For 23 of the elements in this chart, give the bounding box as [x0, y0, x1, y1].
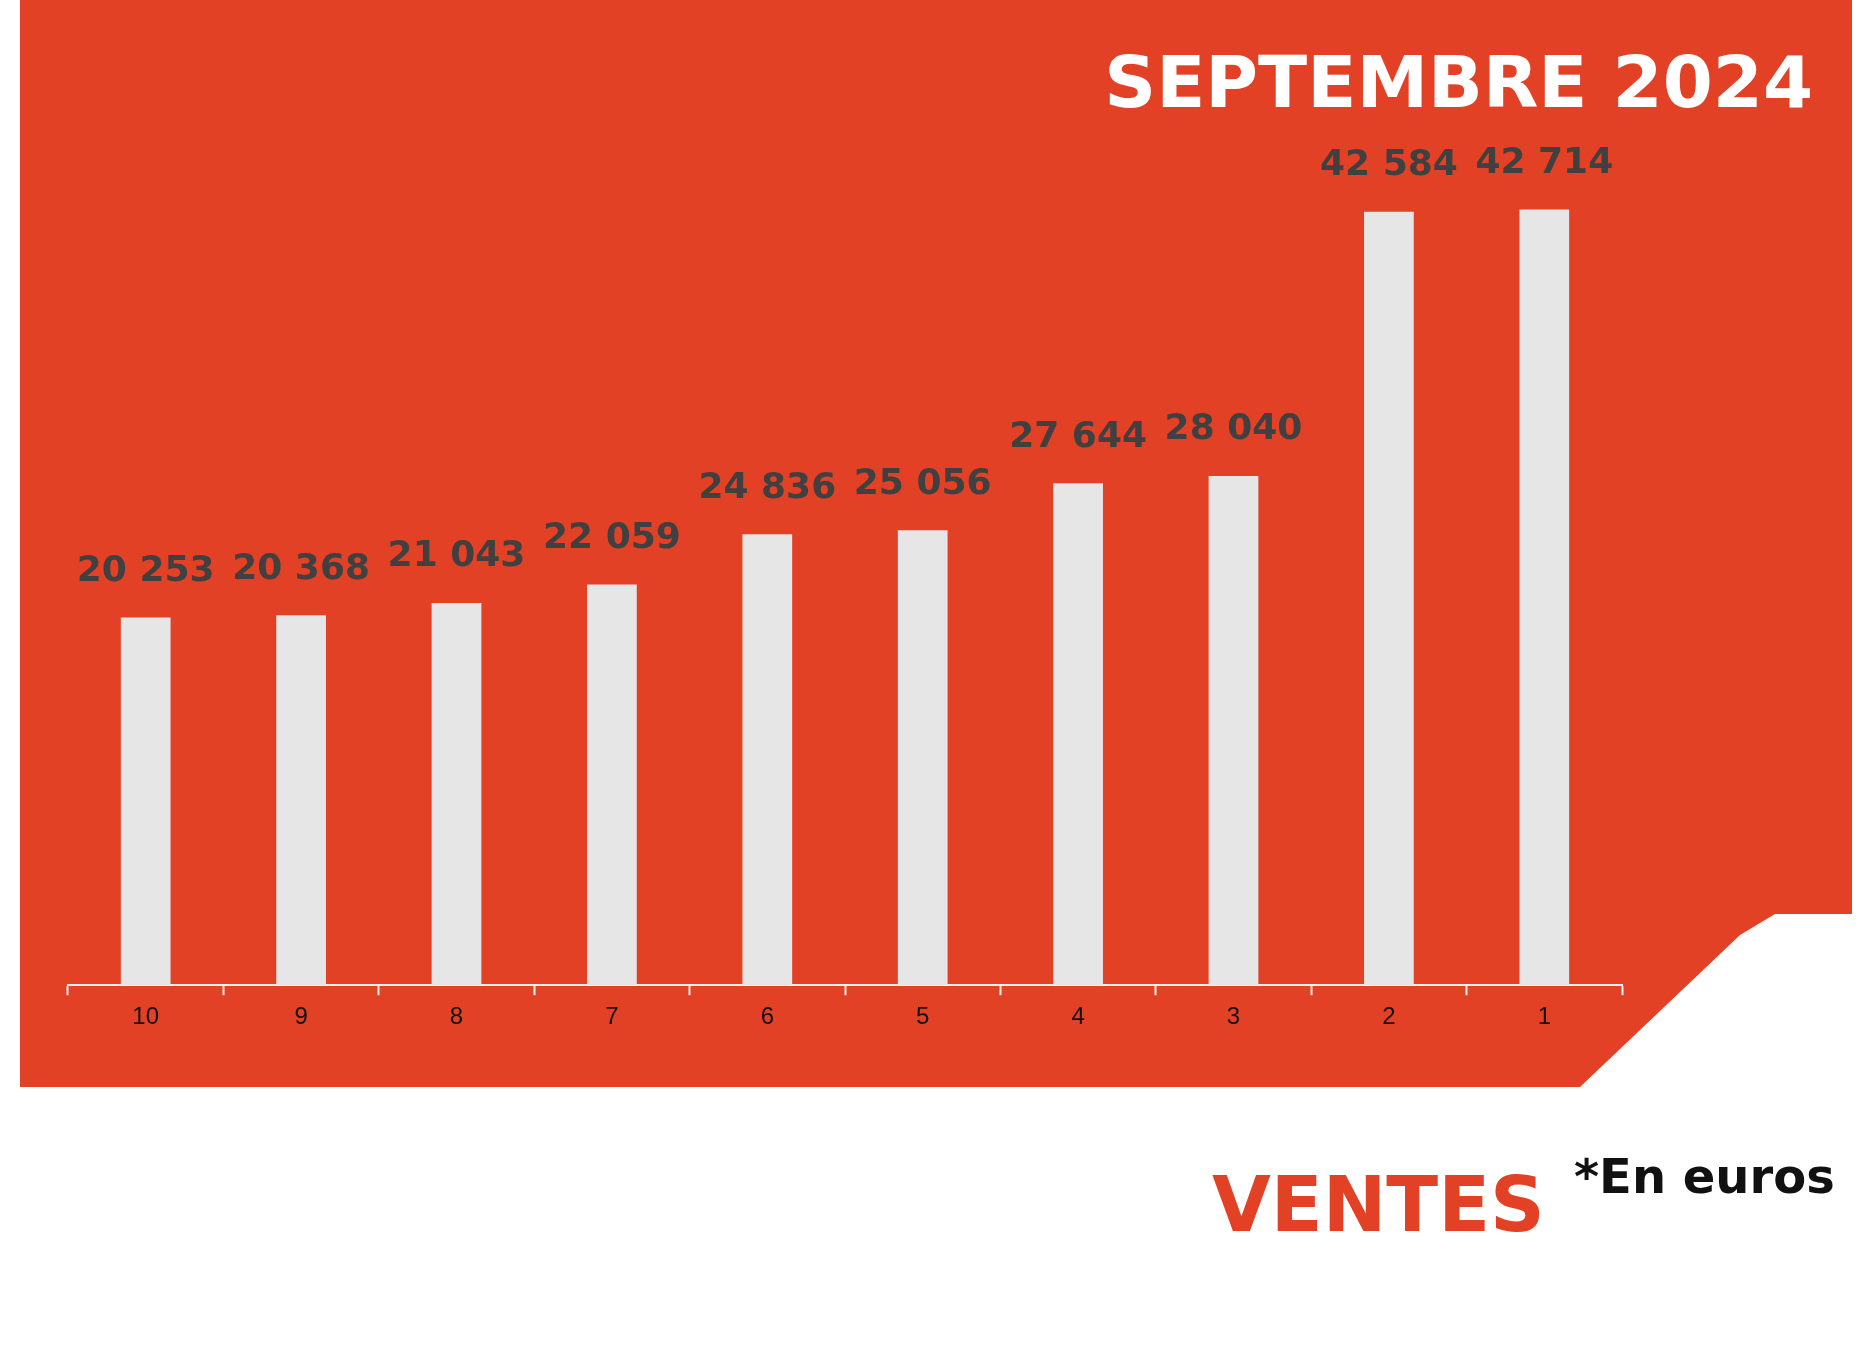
x-tick-label: 5	[916, 1002, 930, 1030]
data-label: 21 043	[387, 533, 526, 575]
data-label: 42 584	[1320, 142, 1458, 184]
data-label: 28 040	[1164, 406, 1303, 448]
data-label: 20 253	[76, 547, 215, 589]
data-label: 42 714	[1475, 139, 1614, 181]
x-tick-label: 3	[1226, 1002, 1241, 1030]
data-label: 25 056	[853, 460, 992, 502]
data-label: 20 368	[232, 545, 370, 587]
x-tick-label: 4	[1071, 1002, 1085, 1030]
x-tick-label: 10	[132, 1002, 160, 1030]
data-label: 22 059	[543, 514, 681, 556]
data-label: 24 836	[698, 464, 837, 506]
x-tick-label: 1	[1537, 1002, 1551, 1030]
chart-title: SEPTEMBRE 2024	[1104, 40, 1813, 124]
text: *En euros	[1574, 1148, 1835, 1204]
x-tick-label: 6	[760, 1002, 774, 1030]
data-label: 27 644	[1009, 413, 1147, 455]
x-tick-label: 9	[294, 1002, 308, 1030]
x-tick-label: 8	[449, 1002, 464, 1030]
text: VENTES	[1212, 1160, 1545, 1249]
x-tick-label: 2	[1382, 1002, 1396, 1030]
x-tick-label: 7	[605, 1002, 619, 1030]
